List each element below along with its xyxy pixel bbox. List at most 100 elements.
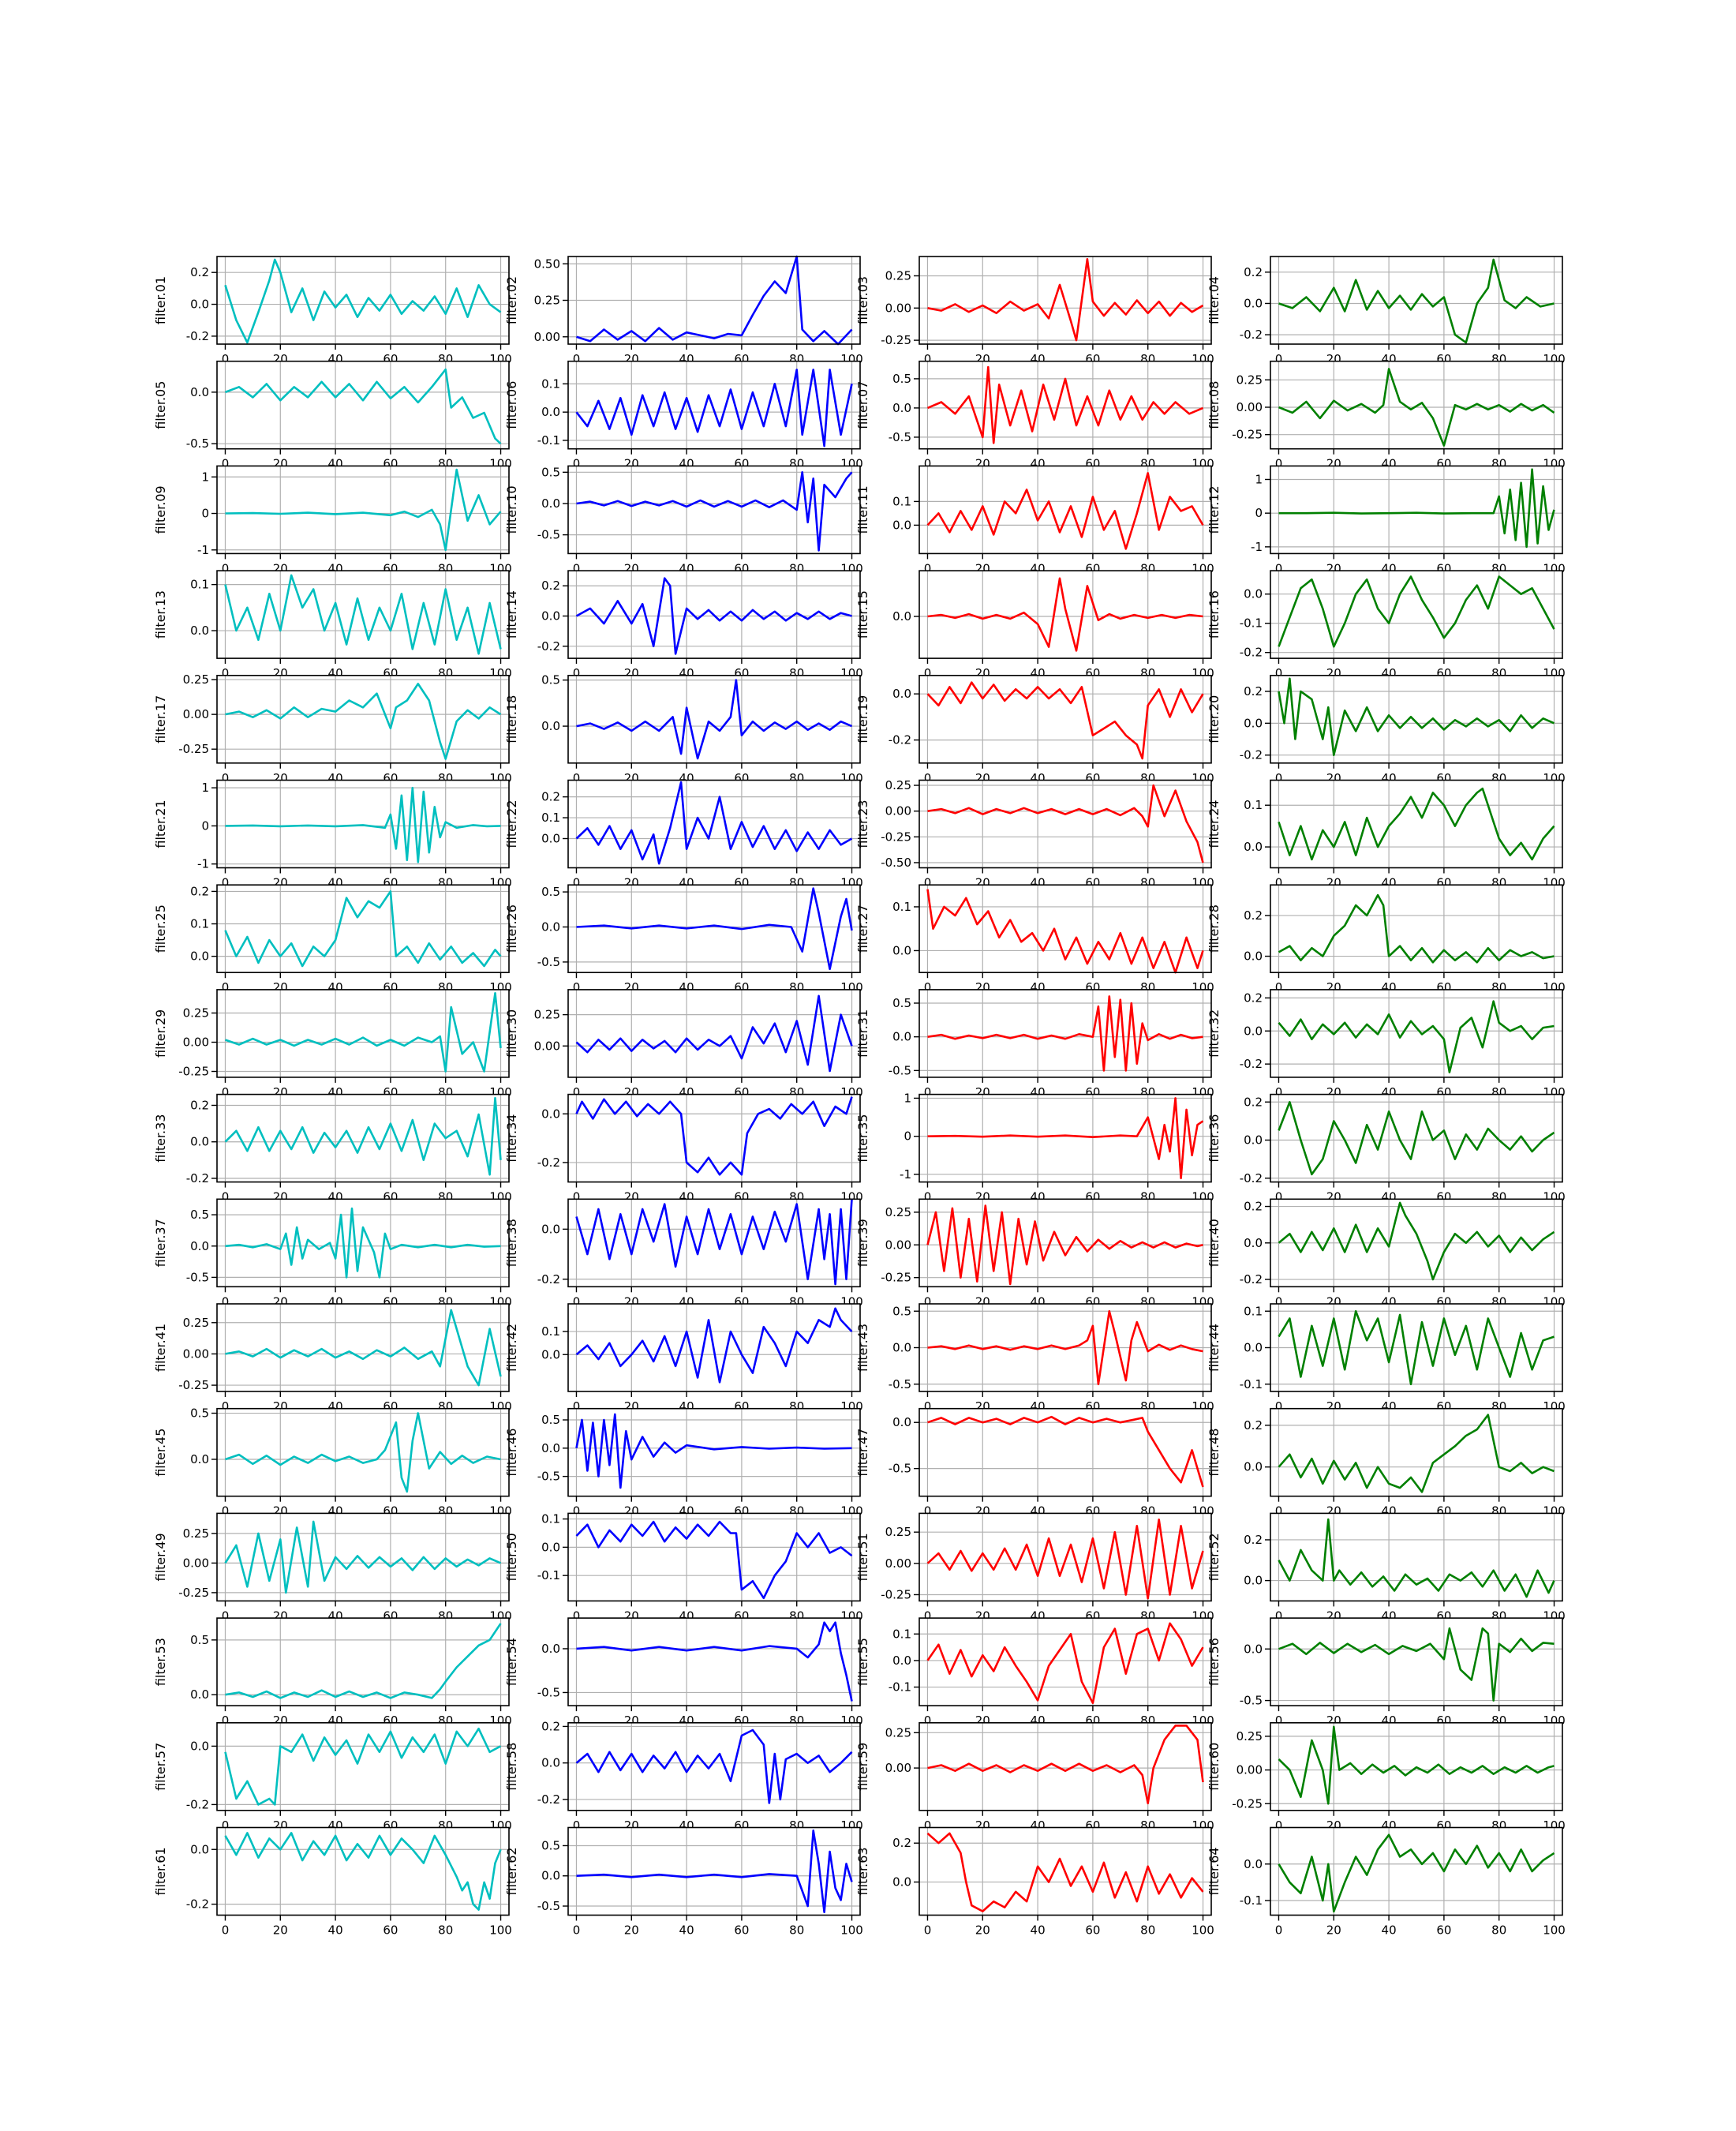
y-tick-label: -0.2 xyxy=(186,1897,209,1912)
y-axis-label: filter.06 xyxy=(504,381,519,429)
series-line xyxy=(575,781,853,865)
y-axis-label: filter.44 xyxy=(1207,1324,1222,1372)
plot-area xyxy=(1270,989,1562,1077)
y-axis-label: filter.42 xyxy=(504,1324,519,1372)
y-tick-label: 0.2 xyxy=(1244,684,1263,698)
y-tick-label: 0.2 xyxy=(1244,908,1263,923)
y-tick-label: -0.1 xyxy=(537,433,560,448)
y-tick-label: -0.2 xyxy=(1240,1057,1263,1071)
x-tick-label: 40 xyxy=(1031,1923,1046,1938)
x-tick-label: 0 xyxy=(924,980,932,994)
y-tick-label: 0.0 xyxy=(541,1441,560,1455)
axes-frame xyxy=(919,465,1212,555)
y-tick-label: 0.25 xyxy=(534,1008,560,1022)
y-tick-label: -0.1 xyxy=(1240,616,1263,631)
y-tick-label: 0.5 xyxy=(190,1208,209,1222)
x-tick-label: 40 xyxy=(328,1923,343,1938)
y-axis-label: filter.01 xyxy=(153,276,168,324)
y-axis-label: filter.47 xyxy=(855,1429,870,1477)
plot-area xyxy=(919,989,1211,1077)
x-tick-label: 0 xyxy=(222,1504,230,1519)
y-tick-label: -0.2 xyxy=(186,1171,209,1185)
y-tick-label: -0.2 xyxy=(537,1272,560,1286)
y-tick-label: 0.2 xyxy=(1244,1200,1263,1214)
axes-frame xyxy=(216,256,510,345)
y-axis-label: filter.48 xyxy=(1207,1429,1222,1477)
axes-frame xyxy=(216,1407,510,1497)
x-tick-label: 0 xyxy=(222,1294,230,1309)
y-axis-label: filter.08 xyxy=(1207,381,1222,429)
y-axis-label: filter.43 xyxy=(855,1324,870,1372)
series-line xyxy=(926,1519,1204,1600)
axes-frame xyxy=(216,674,510,764)
x-tick-label: 0 xyxy=(573,1923,581,1938)
y-axis-label: filter.07 xyxy=(855,381,870,429)
x-tick-label: 0 xyxy=(1275,561,1283,575)
axes-frame xyxy=(567,1198,861,1288)
y-tick-label: -0.25 xyxy=(881,830,911,844)
plot-area xyxy=(1270,885,1562,973)
x-tick-label: 0 xyxy=(222,980,230,994)
x-tick-label: 100 xyxy=(840,1923,863,1938)
subplot-64: 0 20 40 60 80 100 -0.1 0.0 filter.64 xyxy=(1207,1826,1566,1938)
y-tick-label: 0.2 xyxy=(1244,1533,1263,1547)
y-tick-label: -0.25 xyxy=(178,1065,209,1079)
series-line xyxy=(927,1097,1204,1180)
plot-area xyxy=(217,257,509,344)
y-tick-label: 0.0 xyxy=(190,1452,209,1466)
x-tick-label: 0 xyxy=(222,1818,230,1833)
series-line xyxy=(1278,1101,1555,1176)
axes-frame xyxy=(567,884,861,973)
y-tick-label: 0.0 xyxy=(892,1653,911,1668)
y-tick-label: -0.25 xyxy=(1232,428,1263,442)
y-tick-label: 0.00 xyxy=(885,1556,911,1571)
y-tick-label: -0.2 xyxy=(1240,1171,1263,1185)
axes-frame xyxy=(1270,570,1563,659)
plot-area xyxy=(217,675,509,763)
y-tick-label: 0.2 xyxy=(1244,265,1263,279)
x-tick-label: 0 xyxy=(1275,1818,1283,1833)
x-tick-label: 0 xyxy=(573,457,581,471)
series-line xyxy=(224,1520,502,1594)
y-axis-label: filter.37 xyxy=(153,1219,168,1267)
plot-area xyxy=(568,989,860,1077)
series-line xyxy=(927,784,1204,863)
series-line xyxy=(1278,1833,1555,1913)
y-axis-label: filter.36 xyxy=(1207,1114,1222,1162)
y-tick-label: 0.0 xyxy=(892,687,911,701)
plot-area xyxy=(568,1408,860,1496)
x-tick-label: 0 xyxy=(1275,1609,1283,1623)
y-tick-label: 0.0 xyxy=(892,1341,911,1355)
series-line xyxy=(926,1622,1204,1704)
y-axis-label: filter.63 xyxy=(855,1847,870,1895)
y-tick-label: 0.0 xyxy=(541,405,560,419)
series-line xyxy=(225,683,502,760)
y-axis-label: filter.29 xyxy=(153,1009,168,1058)
y-tick-label: -0.25 xyxy=(178,1586,209,1600)
y-tick-label: 0.1 xyxy=(1244,798,1263,812)
x-tick-label: 0 xyxy=(573,1085,581,1099)
plot-area xyxy=(568,466,860,554)
axes-frame xyxy=(216,1512,510,1602)
